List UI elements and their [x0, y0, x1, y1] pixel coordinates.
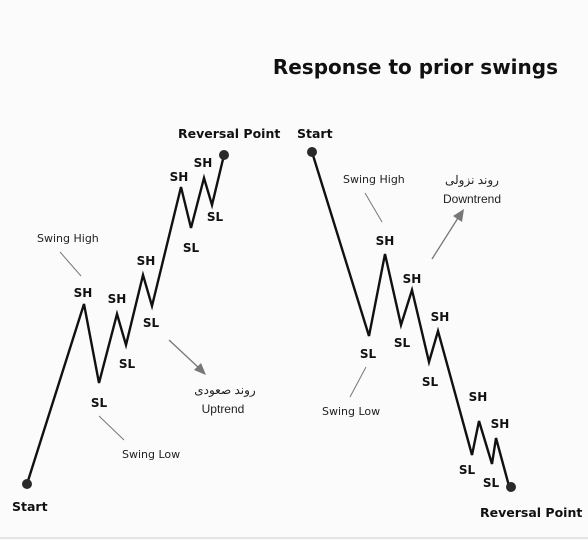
uptrend-swing-high-label: Swing High [37, 232, 99, 245]
downtrend-reversal-dot [506, 482, 516, 492]
downtrend-sh-2: SH [403, 272, 422, 286]
downtrend-sl-5: SL [483, 476, 500, 490]
uptrend-label-en: Uptrend [202, 402, 245, 416]
uptrend-label-fa: روند صعودی [194, 383, 256, 397]
diagram-title: Response to prior swings [273, 55, 558, 79]
downtrend-swing-high-pointer [364, 192, 383, 223]
uptrend-swing-high-pointer [59, 251, 82, 277]
uptrend-start-label: Start [12, 499, 48, 514]
uptrend-start-dot [22, 479, 32, 489]
uptrend-sl-1: SL [91, 396, 108, 410]
uptrend-sh-4: SH [170, 170, 189, 184]
uptrend-price-line [25, 153, 226, 486]
uptrend-sh-1: SH [74, 286, 93, 300]
downtrend-sh-1: SH [376, 234, 395, 248]
downtrend-sl-3: SL [422, 375, 439, 389]
uptrend-sh-3: SH [137, 254, 156, 268]
uptrend-arrow [168, 339, 206, 375]
uptrend-sl-2: SL [119, 357, 136, 371]
downtrend-sh-5: SH [491, 417, 510, 431]
uptrend-sh-5: SH [194, 156, 213, 170]
downtrend-arrow [431, 209, 464, 260]
uptrend-diagram: Start Reversal Point SH SH SH SH SH SL S… [12, 126, 280, 514]
downtrend-label-fa: روند نزولی [445, 173, 499, 187]
uptrend-sl-5: SL [207, 210, 224, 224]
downtrend-swing-low-pointer [349, 366, 367, 398]
downtrend-price-line [310, 150, 511, 488]
downtrend-swing-high-label: Swing High [343, 173, 405, 186]
downtrend-label-en: Downtrend [443, 192, 501, 206]
uptrend-swing-low-pointer [98, 415, 125, 441]
downtrend-sl-2: SL [394, 336, 411, 350]
downtrend-start-label: Start [297, 126, 333, 141]
downtrend-sh-3: SH [431, 310, 450, 324]
downtrend-reversal-label: Reversal Point [480, 505, 582, 520]
downtrend-diagram: Start Reversal Point SH SH SH SH SH SL S… [297, 126, 582, 520]
downtrend-swing-low-label: Swing Low [322, 405, 380, 418]
uptrend-swing-low-label: Swing Low [122, 448, 180, 461]
uptrend-sh-2: SH [108, 292, 127, 306]
uptrend-sl-3: SL [143, 316, 160, 330]
uptrend-reversal-label: Reversal Point [178, 126, 280, 141]
downtrend-sl-1: SL [360, 347, 377, 361]
uptrend-reversal-dot [219, 150, 229, 160]
uptrend-sl-4: SL [183, 241, 200, 255]
downtrend-start-dot [307, 147, 317, 157]
downtrend-sl-4: SL [459, 463, 476, 477]
downtrend-sh-4: SH [469, 390, 488, 404]
